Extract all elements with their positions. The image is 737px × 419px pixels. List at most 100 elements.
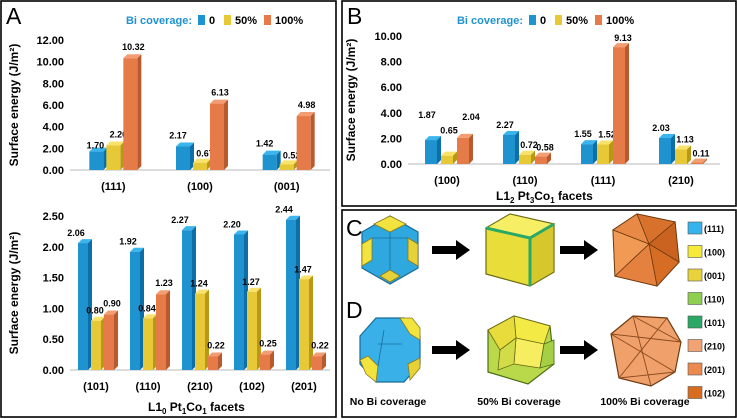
B-bar-side (547, 152, 551, 164)
facet-legend-label: (210) (704, 342, 725, 352)
A_top-legend-item: 100% (275, 15, 303, 27)
A_top-data-label: 0.52 (283, 150, 301, 160)
B-bar-front (441, 155, 453, 164)
B-bar-top (503, 130, 519, 135)
A_top-bar-top (89, 147, 108, 152)
A_bottom-data-label: 0.90 (103, 299, 121, 309)
facet-legend-swatch (687, 245, 703, 258)
B-bar-top (441, 151, 457, 156)
A_top-bar-front (193, 162, 207, 170)
A_bottom-category-label: (210) (187, 381, 213, 393)
A_top-bar-front (279, 164, 294, 170)
B-bar (597, 140, 613, 164)
B-bar-front (675, 149, 687, 164)
panel-label-a: A (6, 3, 22, 29)
B-legend-title: Bi coverage: (457, 15, 523, 27)
A_bottom-data-label: 0.22 (207, 340, 225, 350)
chart-b: 0.00 2.00 4.00 6.00 8.00 10.00 Surface energy … (344, 15, 720, 187)
A_bottom-bar-top (247, 287, 261, 292)
A_bottom-bar-side (322, 352, 326, 370)
morph-d-50-bi-shape (487, 315, 555, 385)
morph-d-100-bi-shape (610, 315, 682, 387)
A_top-legend-item: 0 (209, 15, 215, 27)
A_bottom-data-label: 1.23 (155, 278, 173, 288)
B-bar-side (687, 145, 691, 164)
B-legend: Bi coverage: 0 50% 100% (457, 15, 634, 27)
B-data-label: 9.13 (614, 33, 632, 43)
panel-cd-frame (341, 209, 737, 418)
arrow-c-1 (432, 240, 470, 260)
A_top-bar (279, 160, 298, 170)
panel-label-c: C (346, 215, 363, 241)
A_bottom-data-label: 0.84 (138, 303, 156, 313)
B-bar (691, 158, 707, 164)
chart-a-top: 0.00 2.00 4.00 6.00 8.00 10.00 12.00 Surface en… (7, 15, 330, 193)
B-bar-side (437, 136, 441, 164)
A_bottom-ytick: 2.50 (43, 211, 64, 223)
A_top-bar-front (262, 154, 277, 170)
facet-legend-label: (102) (704, 389, 725, 399)
B-ytick: 6.00 (381, 82, 402, 94)
B-data-label: 2.03 (652, 123, 670, 133)
A_bottom-ytick: 1.50 (43, 273, 64, 285)
A_bottom-bar-side (114, 310, 118, 370)
A_bottom-bar-top (312, 352, 326, 357)
A_top-bar (106, 141, 125, 170)
facet-legend-swatch (687, 339, 703, 352)
A_bottom-bar-top (182, 226, 196, 231)
A_bottom-bar (234, 230, 248, 370)
A_top-ytick: 2.00 (43, 143, 64, 155)
A_bottom-bar (78, 239, 92, 370)
B-category-label: (210) (668, 175, 694, 187)
A_bottom-category-label: (110) (135, 381, 160, 393)
morph-c-50-bi-shape (484, 213, 556, 287)
A_bottom-bar-top (195, 289, 209, 294)
A_bottom-bar (208, 352, 222, 370)
A_bottom-bar-top (208, 352, 222, 357)
A_bottom-category-label: (101) (83, 381, 109, 393)
A_bottom-bar-front (182, 230, 192, 370)
B-bar-top (613, 43, 629, 48)
A_bottom-bar-top (130, 247, 144, 252)
B-bar-side (625, 43, 629, 164)
facet-legend-label: (100) (704, 248, 725, 258)
A_top-bar (176, 142, 194, 170)
A_bottom-bar (104, 310, 118, 370)
morphology-diagram: No Bi coverage 50% Bi coverage 100% Bi c… (350, 213, 690, 408)
A_top-bar-front (210, 103, 224, 170)
B-bar-side (531, 150, 535, 164)
A_bottom-ytick: 1.00 (43, 303, 64, 315)
B-legend-item: 0 (540, 15, 546, 27)
A_bottom-bar (247, 287, 261, 370)
A_bottom-data-label: 0.80 (86, 306, 104, 316)
A_bottom-bar-side (205, 289, 209, 370)
morph-c-no-bi-shape (361, 215, 419, 285)
facet-legend-label: (001) (704, 271, 725, 281)
A_bottom-data-label: 2.44 (275, 205, 293, 215)
A_top-bar-top (123, 54, 142, 59)
facet-legend-label: (110) (704, 295, 725, 305)
B-bar-top (581, 140, 597, 145)
A_bottom-data-label: 0.22 (311, 340, 329, 350)
B-data-label: 0.58 (536, 143, 554, 153)
A_bottom-bar-top (156, 290, 170, 295)
A_bottom-data-label: 1.27 (242, 277, 260, 287)
B-bar-front (519, 154, 531, 164)
facet-legend-label: (201) (704, 365, 725, 375)
A_bottom-bar-front (260, 354, 270, 370)
A_bottom-bar-front (208, 356, 218, 370)
B-bar-front (613, 47, 625, 164)
B-bar-top (675, 145, 691, 150)
B-ytick: 4.00 (381, 108, 402, 120)
B-bar-front (581, 144, 593, 164)
A_top-bar (89, 147, 108, 170)
A_bottom-bar-side (257, 287, 261, 370)
B-bar (535, 152, 551, 164)
A_top-bar-front (123, 58, 138, 171)
A_top-legend: Bi coverage: 0 50% 100% (126, 15, 303, 27)
A_bottom-ylabel: Surface energy (J/m²) (7, 232, 21, 355)
B-data-label: 0.72 (520, 140, 538, 150)
A_bottom-bar (195, 289, 209, 370)
A_top-bar (123, 54, 142, 171)
panel-label-b: B (347, 3, 362, 29)
